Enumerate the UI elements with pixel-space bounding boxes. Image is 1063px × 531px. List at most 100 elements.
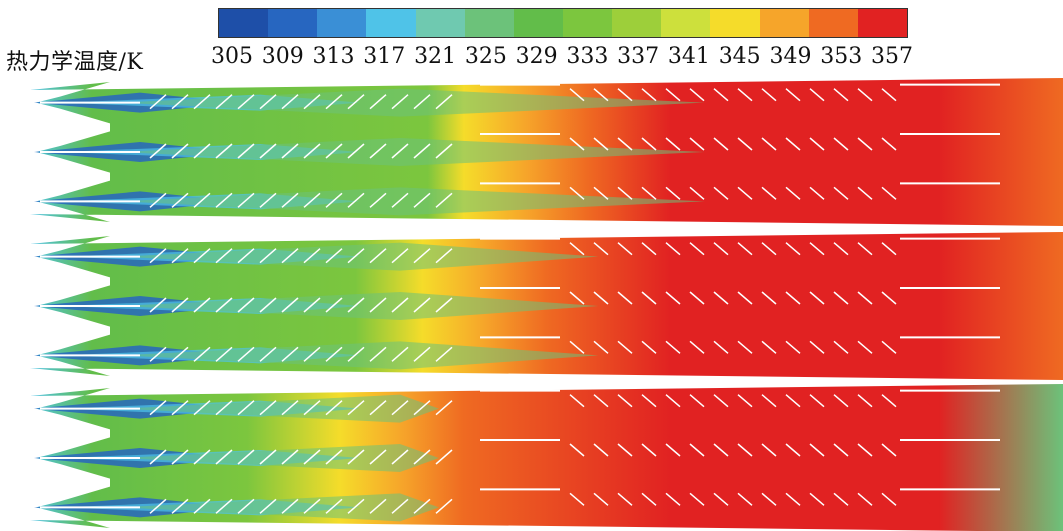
slanted-fin <box>569 340 585 354</box>
slanted-fin <box>413 192 431 208</box>
slanted-fin <box>737 88 753 102</box>
slanted-fin <box>785 340 801 354</box>
slanted-fin <box>435 498 453 514</box>
slanted-fin <box>325 297 343 313</box>
slanted-fin <box>435 400 453 416</box>
slanted-fin <box>435 94 453 110</box>
slanted-fin <box>857 186 873 200</box>
slanted-fin <box>689 291 705 305</box>
slanted-fin <box>881 394 897 408</box>
slanted-fin <box>593 340 609 354</box>
slanted-fin <box>617 137 633 151</box>
slanted-fin <box>569 443 585 457</box>
slanted-fin <box>259 94 277 110</box>
slanted-fin <box>303 192 321 208</box>
slanted-fin <box>369 400 387 416</box>
slanted-fin <box>237 400 255 416</box>
slanted-fin <box>281 94 299 110</box>
colorbar-tick-label: 313 <box>312 44 355 69</box>
slanted-fin <box>347 498 365 514</box>
slanted-fin <box>785 492 801 506</box>
colorbar-segment <box>219 9 269 37</box>
slanted-fin <box>325 346 343 362</box>
slanted-fin <box>369 94 387 110</box>
slanted-fin <box>193 498 211 514</box>
slanted-fin <box>413 143 431 159</box>
slanted-fin <box>259 346 277 362</box>
slanted-fin <box>593 291 609 305</box>
colorbar-segment <box>464 9 514 37</box>
slanted-fin <box>641 340 657 354</box>
colorbar-tick-label: 305 <box>211 44 253 69</box>
slanted-fin <box>347 297 365 313</box>
slanted-fin <box>259 498 277 514</box>
slanted-fin <box>391 346 409 362</box>
slanted-fin <box>413 346 431 362</box>
slanted-fin <box>641 443 657 457</box>
mixing-zone <box>120 187 705 216</box>
slanted-fin <box>149 297 167 313</box>
slanted-fin <box>881 340 897 354</box>
colorbar-segment <box>415 9 465 37</box>
slanted-fin <box>689 340 705 354</box>
slanted-fin <box>737 242 753 256</box>
slanted-fin <box>881 186 897 200</box>
temperature-contour-field <box>30 78 1063 531</box>
slanted-fin <box>665 340 681 354</box>
slanted-fin <box>237 449 255 465</box>
slanted-fin <box>593 137 609 151</box>
slanted-fin <box>737 443 753 457</box>
colorbar-tick-label: 337 <box>617 44 660 69</box>
slanted-fin <box>215 143 233 159</box>
contour-panel-bottom <box>30 384 1063 531</box>
slanted-fin <box>617 242 633 256</box>
slanted-fin <box>171 400 189 416</box>
slanted-fin <box>881 88 897 102</box>
slanted-fin <box>171 94 189 110</box>
slanted-fin <box>833 394 849 408</box>
slanted-fin <box>569 492 585 506</box>
slanted-fin <box>761 242 777 256</box>
slanted-fin <box>435 143 453 159</box>
slanted-fin <box>689 492 705 506</box>
slanted-fin <box>369 346 387 362</box>
slanted-fin <box>833 137 849 151</box>
colorbar-segment <box>268 9 318 37</box>
colorbar-segment <box>513 9 563 37</box>
slanted-fin <box>809 443 825 457</box>
slanted-fin <box>593 88 609 102</box>
slanted-fin <box>391 400 409 416</box>
slanted-fin <box>215 400 233 416</box>
temperature-colorbar <box>218 8 908 38</box>
slanted-fin <box>237 248 255 264</box>
slanted-fin <box>761 137 777 151</box>
slanted-fin <box>785 443 801 457</box>
colorbar-tick-label: 341 <box>667 44 710 69</box>
slanted-fin <box>149 143 167 159</box>
slanted-fin <box>149 248 167 264</box>
slanted-fin <box>809 340 825 354</box>
slanted-fin <box>713 186 729 200</box>
slanted-fin <box>857 137 873 151</box>
slanted-fin <box>215 346 233 362</box>
slanted-fin <box>641 137 657 151</box>
slanted-fin <box>641 242 657 256</box>
slanted-fin <box>617 291 633 305</box>
slanted-fin <box>303 94 321 110</box>
mixing-zone <box>120 341 599 370</box>
slanted-fin <box>833 242 849 256</box>
domain-region <box>30 384 1063 531</box>
slanted-fin <box>857 88 873 102</box>
slanted-fin <box>809 492 825 506</box>
slanted-fin <box>259 400 277 416</box>
slanted-fin <box>171 248 189 264</box>
colorbar-segment <box>366 9 416 37</box>
slanted-fin <box>303 248 321 264</box>
colorbar-tick-label: 329 <box>515 44 558 69</box>
slanted-fin <box>413 94 431 110</box>
slanted-fin <box>369 143 387 159</box>
slanted-fin <box>369 248 387 264</box>
slanted-fin <box>617 88 633 102</box>
slanted-fin <box>369 297 387 313</box>
slanted-fin <box>193 192 211 208</box>
